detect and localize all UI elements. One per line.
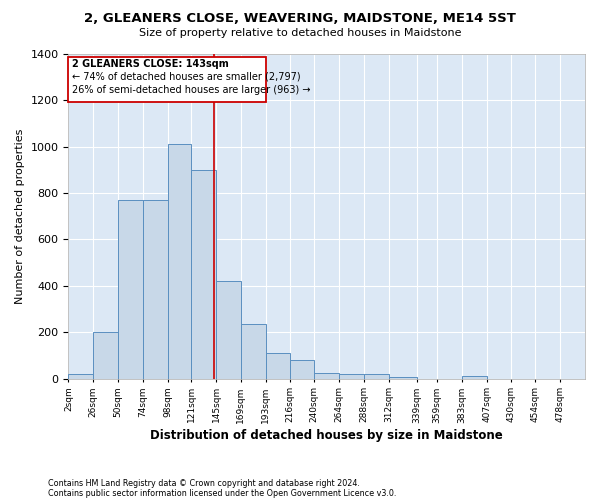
Bar — [314, 372, 339, 378]
Bar — [143, 200, 167, 378]
Bar — [68, 374, 93, 378]
Text: 2, GLEANERS CLOSE, WEAVERING, MAIDSTONE, ME14 5ST: 2, GLEANERS CLOSE, WEAVERING, MAIDSTONE,… — [84, 12, 516, 26]
Text: Contains public sector information licensed under the Open Government Licence v3: Contains public sector information licen… — [48, 488, 397, 498]
Text: ← 74% of detached houses are smaller (2,797): ← 74% of detached houses are smaller (2,… — [71, 72, 300, 82]
Bar — [241, 324, 266, 378]
Bar — [191, 170, 216, 378]
Bar — [93, 332, 118, 378]
Text: 2 GLEANERS CLOSE: 143sqm: 2 GLEANERS CLOSE: 143sqm — [71, 60, 228, 70]
Bar — [364, 374, 389, 378]
Bar — [118, 200, 143, 378]
Bar — [339, 374, 364, 378]
Bar — [216, 281, 241, 378]
Bar — [266, 353, 290, 378]
Text: 26% of semi-detached houses are larger (963) →: 26% of semi-detached houses are larger (… — [71, 84, 310, 94]
Y-axis label: Number of detached properties: Number of detached properties — [15, 128, 25, 304]
Bar — [167, 144, 191, 378]
X-axis label: Distribution of detached houses by size in Maidstone: Distribution of detached houses by size … — [151, 430, 503, 442]
Text: Contains HM Land Registry data © Crown copyright and database right 2024.: Contains HM Land Registry data © Crown c… — [48, 478, 360, 488]
Bar — [462, 376, 487, 378]
Bar — [290, 360, 314, 378]
FancyBboxPatch shape — [68, 58, 266, 102]
Text: Size of property relative to detached houses in Maidstone: Size of property relative to detached ho… — [139, 28, 461, 38]
